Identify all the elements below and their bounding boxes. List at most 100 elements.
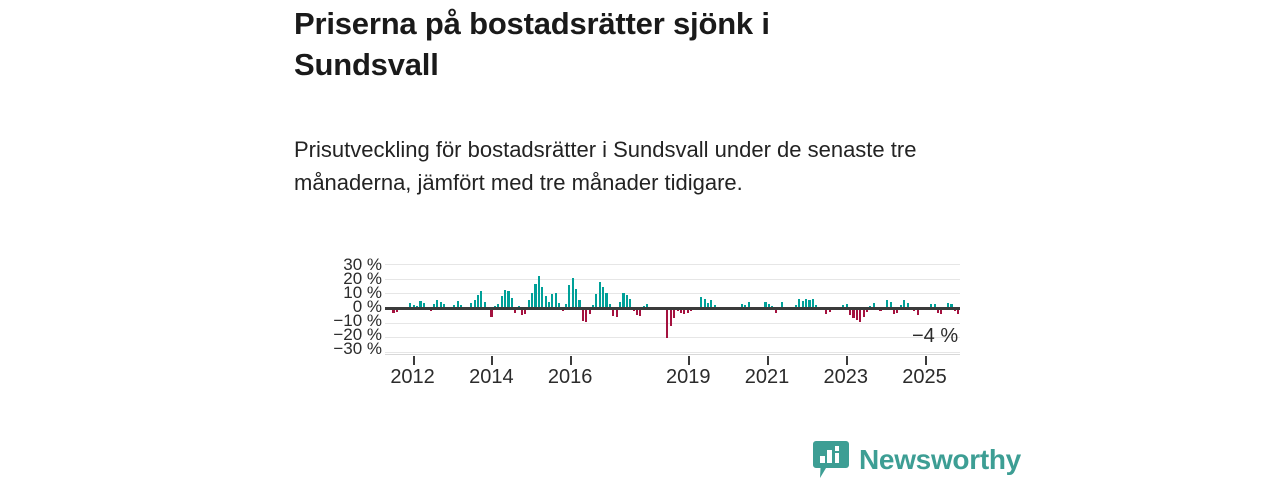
chart-bar: [541, 287, 544, 308]
chart-bar: [483, 302, 486, 308]
chart-bar: [504, 290, 507, 308]
brand-name: Newsworthy: [859, 444, 1021, 475]
chart-bar: [493, 305, 496, 308]
chart-bar: [591, 305, 595, 308]
gridline: [385, 278, 960, 280]
chart-bar: [808, 300, 811, 308]
x-tick-mark: [491, 356, 494, 365]
chart-bar: [811, 299, 814, 308]
chart-bar: [764, 302, 767, 308]
chart-bar: [585, 308, 588, 323]
chart-bar: [514, 308, 517, 313]
chart-bar: [679, 308, 682, 313]
chart-bar: [551, 293, 554, 308]
chart-bar: [825, 308, 828, 315]
y-tick-label: 0 %: [352, 297, 382, 317]
chart-bar: [497, 303, 500, 308]
plot-area: [385, 264, 960, 353]
chart-bar: [798, 299, 801, 308]
chart-bar: [639, 308, 642, 316]
chart-bar: [443, 303, 446, 308]
x-tick-mark: [688, 356, 691, 365]
chart-bar: [869, 305, 872, 308]
chart-bar: [744, 305, 747, 308]
chart-bar: [865, 308, 869, 313]
x-tick-mark: [767, 356, 770, 365]
chart-bar: [608, 303, 611, 308]
chart-bar: [940, 308, 943, 314]
chart-bar: [409, 303, 412, 308]
chart-bar: [520, 308, 524, 315]
x-tick-mark: [412, 356, 415, 365]
y-axis-labels: 30 % 20 % 10 % 0 % −10 % −20 % −30 %: [300, 255, 382, 359]
chart-bar: [531, 293, 534, 308]
chart-bar: [470, 302, 473, 308]
newsworthy-logo[interactable]: Newsworthy: [812, 440, 1021, 480]
chart-bar: [815, 305, 818, 308]
chart-bar: [781, 301, 784, 308]
chart-bar: [767, 303, 770, 308]
chart-bar: [801, 300, 804, 308]
chart-bar: [395, 308, 398, 313]
chart-bar: [544, 295, 547, 308]
chart-bar: [527, 299, 530, 308]
chart-bar: [629, 298, 632, 308]
chart-bar: [930, 303, 933, 308]
chart-bar: [507, 291, 510, 308]
chart-bar: [412, 305, 415, 308]
gridline: [385, 293, 960, 295]
x-axis-line: [385, 354, 960, 355]
x-tick-label: 2019: [666, 366, 711, 388]
chart-bar: [747, 301, 750, 308]
chart-bar: [422, 303, 425, 308]
zero-line: [385, 307, 960, 310]
chart-bar: [473, 300, 476, 308]
chart-bar: [666, 308, 669, 338]
chart-bar: [575, 288, 578, 308]
chart-bar: [713, 305, 716, 308]
bar-chart-speech-bubble-icon: [813, 441, 849, 478]
y-tick-label: 30 %: [343, 255, 382, 274]
chart-bar: [571, 277, 574, 308]
chart-bar: [842, 305, 845, 308]
chart-bar: [889, 302, 892, 308]
chart-bar: [534, 283, 537, 308]
chart-bar: [500, 295, 503, 308]
chart-bar: [703, 299, 706, 308]
chart-bar: [554, 293, 557, 308]
chart-bar: [605, 293, 608, 308]
chart-bar: [460, 304, 463, 308]
chart-bar: [710, 300, 713, 308]
chart-bar: [845, 304, 848, 308]
y-tick-label: −30 %: [333, 339, 382, 359]
x-tick-label: 2025: [902, 366, 947, 388]
chart-bar: [683, 308, 686, 314]
chart-bar: [568, 284, 571, 308]
x-tick-mark: [924, 356, 927, 365]
chart-bar: [578, 299, 581, 308]
chart-bar: [453, 305, 456, 308]
chart-bar: [619, 302, 622, 308]
chart-bar: [862, 308, 865, 318]
x-tick-label: 2016: [547, 366, 593, 388]
chart-bar: [852, 308, 855, 318]
gridline: [385, 352, 960, 353]
chart-bar: [899, 305, 902, 308]
value-annotation: −4 %: [912, 324, 959, 347]
chart-bar: [936, 308, 940, 313]
chart-bar: [439, 301, 442, 308]
chart-bar: [419, 300, 422, 308]
chart-bar: [828, 308, 831, 313]
gridline: [385, 337, 960, 339]
chart-bar: [432, 304, 436, 308]
page-title: Priserna på bostadsrätter sjönk i Sundsv…: [294, 6, 770, 82]
chart-bar: [669, 308, 672, 327]
chart-bar: [602, 287, 605, 308]
x-tick-label: 2023: [823, 366, 869, 388]
y-tick-label: −20 %: [333, 325, 382, 345]
bar-series: [385, 264, 960, 352]
y-tick-label: 10 %: [343, 283, 382, 303]
chart-bar: [805, 298, 808, 308]
chart-bar: [547, 302, 551, 308]
